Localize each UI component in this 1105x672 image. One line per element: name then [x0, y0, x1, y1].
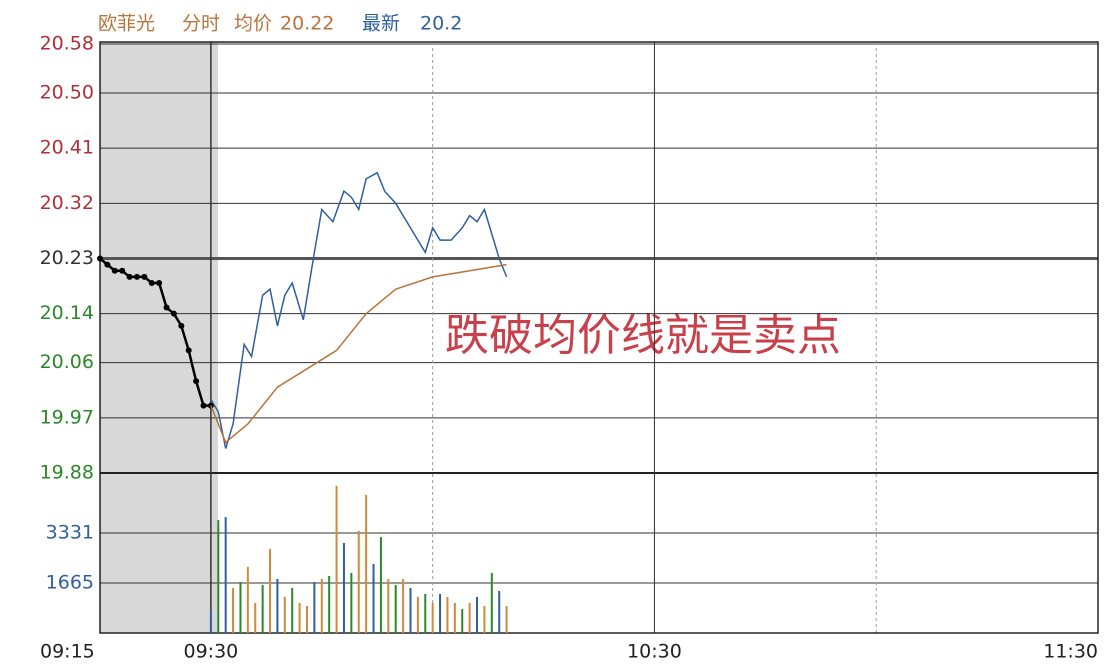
- volume-bar: [365, 494, 368, 633]
- volume-bar: [298, 602, 301, 633]
- point: [97, 255, 103, 262]
- y-tick-label: 19.88: [40, 462, 94, 484]
- y-tick-label: 20.50: [40, 82, 94, 104]
- volume-bar: [498, 590, 501, 633]
- volume-bar: [283, 596, 286, 633]
- y-tick-label: 20.58: [40, 33, 94, 55]
- point: [119, 267, 126, 274]
- frame: [99, 41, 1099, 634]
- y-tick-label: 20.14: [40, 302, 94, 324]
- volume-bar: [224, 517, 227, 633]
- y-tick-label: 3331: [46, 521, 94, 543]
- volume-bar: [313, 581, 316, 633]
- point: [170, 310, 177, 317]
- annotation: 跌破均价线就是卖点: [445, 310, 841, 361]
- y-tick-label: 20.32: [40, 192, 94, 214]
- point: [178, 322, 185, 329]
- x-tick-label: 09:30: [184, 641, 239, 663]
- x-tick-label: 09:15: [40, 641, 95, 663]
- volume-bar: [439, 593, 442, 633]
- volume-bar: [490, 572, 493, 633]
- volume-bar: [246, 566, 249, 633]
- point: [126, 273, 133, 280]
- point: [104, 261, 111, 268]
- volume-bar: [402, 578, 405, 633]
- volume-bar: [505, 605, 508, 633]
- volume-bar: [357, 530, 360, 633]
- volume-bar: [276, 578, 279, 633]
- volume-bar: [372, 563, 375, 633]
- volume-bar: [461, 608, 464, 633]
- point: [200, 402, 207, 409]
- mode: 分时: [182, 13, 220, 35]
- volume-bar: [476, 596, 479, 633]
- volume-bar: [239, 581, 242, 633]
- point: [111, 267, 118, 274]
- avg-value: 20.22: [280, 13, 334, 35]
- volume-bar: [335, 485, 338, 633]
- volume-bar: [305, 605, 308, 633]
- volume-bar: [291, 587, 294, 633]
- y-tick-label: 20.41: [40, 137, 94, 159]
- volume-bar: [416, 596, 419, 633]
- point: [185, 347, 192, 354]
- volume-bar: [468, 602, 471, 633]
- last-value: 20.2: [420, 13, 462, 35]
- y-tick-label: 20.23: [40, 247, 94, 269]
- stock-name: 欧菲光: [98, 13, 155, 35]
- point: [148, 280, 155, 287]
- price-line: [210, 171, 508, 449]
- avg-label: 均价: [234, 13, 272, 35]
- volume-bar: [431, 602, 434, 633]
- volume-bar: [217, 520, 220, 633]
- volume-bar: [254, 602, 257, 633]
- price-line: [210, 263, 507, 444]
- volume-bar: [320, 578, 323, 633]
- volume-bar: [446, 596, 449, 633]
- y-tick-label: 19.97: [40, 406, 94, 428]
- volume-bar: [379, 536, 382, 633]
- volume-bar: [409, 587, 412, 633]
- point: [163, 304, 170, 311]
- volume-bar: [342, 542, 345, 633]
- volume-bar: [328, 575, 331, 633]
- point: [141, 273, 148, 280]
- y-tick-label: 1665: [46, 572, 94, 594]
- x-tick-label: 11:30: [1043, 641, 1098, 663]
- volume-bar: [232, 587, 235, 633]
- volume-bar: [453, 602, 456, 633]
- point: [133, 273, 140, 280]
- volume-bar: [387, 578, 390, 633]
- point: [156, 280, 163, 287]
- volume-bar: [483, 605, 486, 633]
- y-tick-label: 20.06: [40, 351, 94, 373]
- volume-bar: [261, 584, 264, 633]
- price-line: [99, 257, 211, 407]
- premarket-shade: [100, 42, 218, 633]
- volume-bar: [209, 609, 212, 633]
- volume-bar: [424, 593, 427, 633]
- volume-bar: [394, 584, 397, 633]
- volume-bar: [269, 548, 272, 633]
- point: [193, 378, 200, 385]
- volume-bar: [350, 572, 353, 633]
- x-tick-label: 10:30: [627, 641, 682, 663]
- last-label: 最新: [362, 13, 400, 35]
